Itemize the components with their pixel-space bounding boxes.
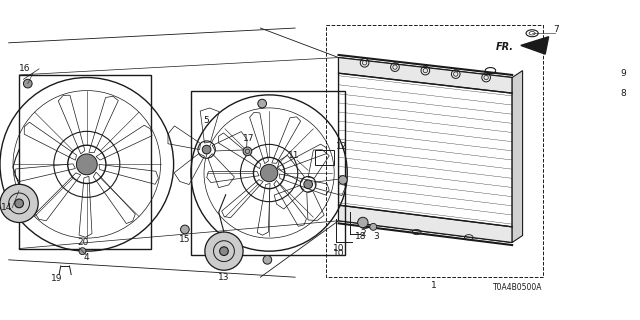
Circle shape <box>0 184 38 222</box>
Text: 18: 18 <box>355 232 366 241</box>
Circle shape <box>24 79 32 88</box>
Text: 15: 15 <box>179 236 191 244</box>
Circle shape <box>76 154 97 175</box>
Text: 20: 20 <box>77 238 89 247</box>
Text: 8: 8 <box>620 89 626 98</box>
Text: 1: 1 <box>431 281 437 290</box>
Circle shape <box>358 217 368 228</box>
Text: 13: 13 <box>218 273 230 282</box>
Circle shape <box>370 223 377 230</box>
Text: 12: 12 <box>337 142 348 151</box>
Circle shape <box>15 199 24 208</box>
Circle shape <box>243 147 252 156</box>
Circle shape <box>339 176 348 184</box>
Text: 4: 4 <box>84 253 90 262</box>
Polygon shape <box>339 205 512 243</box>
Text: T0A4B0500A: T0A4B0500A <box>493 283 543 292</box>
Circle shape <box>79 248 86 255</box>
Polygon shape <box>521 37 548 54</box>
Text: 10: 10 <box>333 249 344 258</box>
Text: 17: 17 <box>243 134 254 143</box>
Circle shape <box>220 247 228 255</box>
Text: 9: 9 <box>620 69 626 78</box>
Circle shape <box>202 145 211 154</box>
Polygon shape <box>512 71 523 243</box>
Polygon shape <box>339 58 512 93</box>
Text: 10: 10 <box>333 244 344 253</box>
Circle shape <box>260 164 278 182</box>
Text: 5: 5 <box>204 116 209 125</box>
Text: 7: 7 <box>554 25 559 34</box>
Text: 2: 2 <box>360 229 365 238</box>
Circle shape <box>180 225 189 234</box>
Circle shape <box>263 255 272 264</box>
Bar <box>191 91 346 255</box>
Text: 11: 11 <box>287 151 299 160</box>
Text: 19: 19 <box>51 275 62 284</box>
Circle shape <box>205 232 243 270</box>
Text: 16: 16 <box>19 64 30 73</box>
Circle shape <box>258 99 266 108</box>
Text: 3: 3 <box>373 232 379 241</box>
Bar <box>315 149 334 165</box>
Circle shape <box>304 180 312 189</box>
Text: 14: 14 <box>1 203 13 212</box>
Text: FR.: FR. <box>496 42 514 52</box>
Bar <box>19 75 151 249</box>
